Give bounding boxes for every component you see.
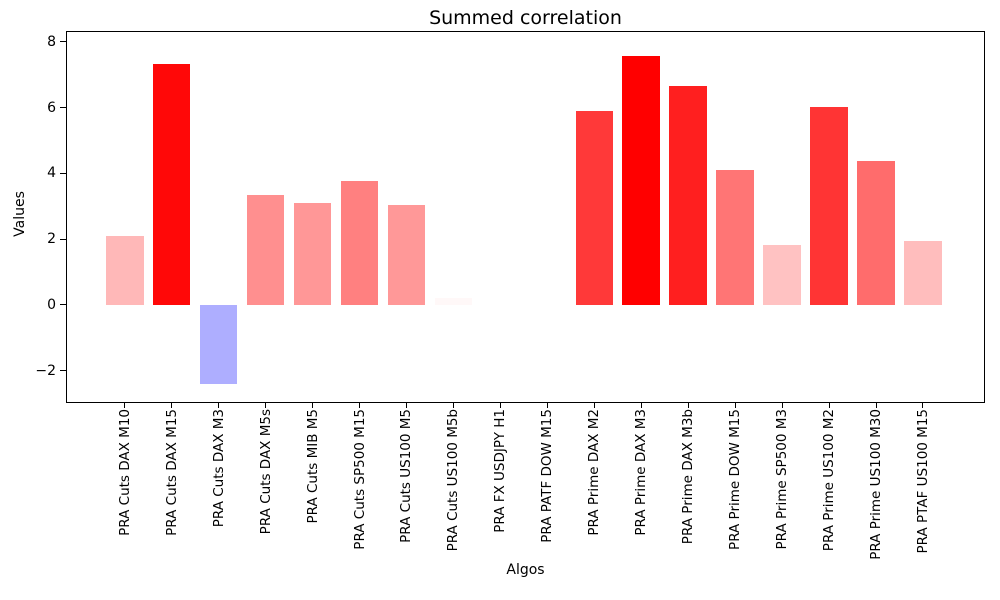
bar-pra-cuts-sp500-m15 (340, 180, 379, 305)
x-tick-mark (688, 403, 689, 408)
bar-pra-prime-dax-m3b (669, 86, 707, 305)
x-tick-label: PRA Cuts DAX M5s (258, 409, 274, 535)
bar-pra-ptaf-us100-m15 (904, 240, 942, 305)
y-tick-mark (60, 239, 66, 240)
y-tick-label: 2 (47, 231, 56, 247)
x-tick-mark (782, 403, 783, 408)
y-tick-label: 0 (47, 297, 56, 313)
y-tick-label: 8 (47, 34, 56, 50)
x-tick-mark (829, 403, 830, 408)
bar-pra-cuts-us100-m5 (387, 204, 426, 305)
plot-area (66, 31, 985, 403)
x-tick-label: PRA PATF DOW M15 (539, 409, 555, 543)
x-tick-mark (735, 403, 736, 408)
y-axis-label: Values (12, 191, 28, 237)
x-tick-mark (453, 403, 454, 408)
x-tick-mark (171, 403, 172, 408)
chart-title: Summed correlation (429, 7, 622, 29)
x-tick-mark (876, 403, 877, 408)
x-tick-label: PRA Prime DOW M15 (727, 409, 743, 550)
x-tick-label: PRA Cuts DAX M15 (164, 409, 180, 536)
x-tick-label: PRA Prime DAX M3 (633, 409, 649, 536)
y-tick-mark (60, 173, 66, 174)
y-tick-mark (60, 304, 66, 305)
x-tick-mark (218, 403, 219, 408)
x-tick-label: PRA Prime SP500 M3 (774, 409, 790, 550)
bar-pra-prime-us100-m30 (857, 161, 895, 305)
bar-pra-cuts-dax-m5s (246, 195, 285, 305)
x-axis-label: Algos (506, 562, 545, 578)
bar-pra-cuts-dax-m15 (152, 63, 191, 305)
x-tick-label: PRA Cuts MIB M5 (305, 409, 321, 524)
bar-pra-cuts-dax-m10 (105, 235, 144, 305)
x-tick-label: PRA Cuts SP500 M15 (352, 409, 368, 550)
x-tick-label: PRA Cuts US100 M5 (398, 409, 414, 543)
x-tick-label: PRA Prime DAX M2 (586, 409, 602, 536)
x-tick-label: PRA FX USDJPY H1 (492, 409, 508, 533)
bar-pra-cuts-dax-m3 (199, 304, 238, 384)
x-tick-label: PRA Cuts US100 M5b (445, 409, 461, 552)
x-tick-label: PRA Cuts DAX M10 (117, 409, 133, 536)
bar-pra-prime-dow-m15 (716, 170, 754, 305)
y-tick-mark (60, 370, 66, 371)
y-tick-mark (60, 107, 66, 108)
x-tick-mark (594, 403, 595, 408)
x-tick-mark (312, 403, 313, 408)
y-tick-label: 6 (47, 100, 56, 116)
bar-pra-prime-sp500-m3 (763, 245, 801, 305)
bar-pra-prime-dax-m3 (622, 55, 661, 305)
x-tick-label: PRA Cuts DAX M3 (211, 409, 227, 528)
x-tick-mark (265, 403, 266, 408)
x-tick-mark (500, 403, 501, 408)
bar-pra-prime-us100-m2 (810, 106, 848, 305)
x-tick-label: PRA PTAF US100 M15 (915, 409, 931, 554)
x-tick-mark (922, 403, 923, 408)
x-tick-mark (406, 403, 407, 408)
x-tick-mark (124, 403, 125, 408)
x-tick-label: PRA Prime US100 M30 (868, 409, 884, 560)
x-tick-mark (547, 403, 548, 408)
bar-pra-cuts-us100-m5b (434, 298, 473, 305)
bar-pra-cuts-mib-m5 (293, 203, 332, 305)
x-tick-mark (641, 403, 642, 408)
x-tick-label: PRA Prime US100 M2 (821, 409, 837, 552)
y-tick-label: −2 (35, 363, 56, 379)
bar-pra-prime-dax-m2 (575, 111, 614, 305)
y-tick-label: 4 (47, 165, 56, 181)
y-tick-mark (60, 41, 66, 42)
x-tick-label: PRA Prime DAX M3b (680, 409, 696, 545)
x-tick-mark (359, 403, 360, 408)
